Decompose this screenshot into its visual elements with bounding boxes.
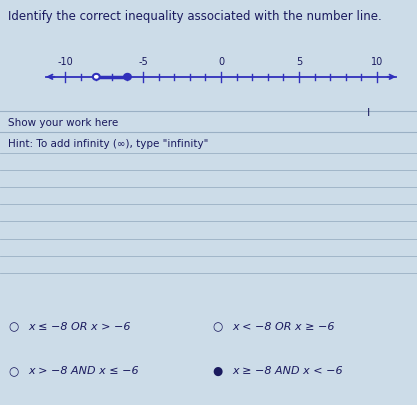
Text: ○: ○ [8, 320, 19, 333]
Text: x > −8 AND x ≤ −6: x > −8 AND x ≤ −6 [28, 366, 139, 375]
Text: Identify the correct inequality associated with the number line.: Identify the correct inequality associat… [8, 10, 382, 23]
Text: Show your work here: Show your work here [8, 117, 118, 128]
Text: ○: ○ [8, 364, 19, 377]
Text: -10: -10 [57, 57, 73, 67]
Text: Hint: To add infinity (∞), type "infinity": Hint: To add infinity (∞), type "infinit… [8, 139, 209, 149]
Text: 0: 0 [218, 57, 224, 67]
Circle shape [124, 75, 131, 81]
Text: x ≥ −8 AND x < −6: x ≥ −8 AND x < −6 [233, 366, 343, 375]
Text: I: I [367, 107, 370, 117]
Text: -5: -5 [138, 57, 148, 67]
Text: 10: 10 [371, 57, 383, 67]
Text: x < −8 OR x ≥ −6: x < −8 OR x ≥ −6 [233, 321, 335, 331]
Text: x ≤ −8 OR x > −6: x ≤ −8 OR x > −6 [28, 321, 131, 331]
Text: 5: 5 [296, 57, 302, 67]
Circle shape [93, 75, 100, 81]
Text: ○: ○ [213, 320, 223, 333]
Text: ●: ● [213, 364, 223, 377]
